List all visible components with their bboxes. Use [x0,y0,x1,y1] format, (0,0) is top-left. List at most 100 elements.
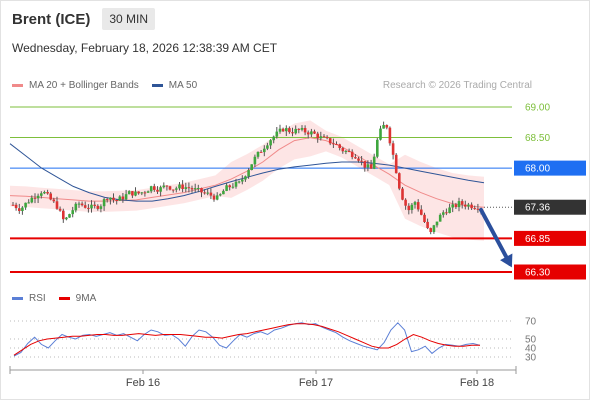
date-label-2: Feb 18 [460,377,494,389]
rsi-tick-40: 40 [525,344,537,355]
projection-arrow-shaft [479,207,512,266]
candle-body [445,212,448,214]
candle-body [451,204,454,208]
ma20-line [9,137,485,208]
candle-body [46,192,49,194]
candle-body [112,197,115,200]
candle-body [206,192,209,194]
candle-body [464,204,467,207]
legend-label-ma50: MA 50 [168,80,198,91]
candle-body [74,203,78,211]
candle-body [71,210,74,215]
candle-body [416,202,420,210]
candle-body [49,193,52,200]
candle-body [124,194,128,200]
legend-swatch-ma50 [151,84,163,87]
candle-body [272,136,275,141]
price-label-69.00: 69.00 [525,103,550,114]
candle-body [404,199,407,206]
candle-body [354,157,357,159]
candle-body [448,207,451,213]
candle-body [156,189,159,192]
candle-body [241,179,244,182]
candle-body [344,151,348,152]
candle-body [303,128,307,133]
candle-body [43,192,46,194]
candle-body [181,184,184,189]
candle-body [335,144,338,145]
candle-body [228,185,231,188]
timestamp: Wednesday, February 18, 2026 12:38:39 AM… [12,41,278,55]
candle-body [146,191,150,193]
candle-body [363,161,367,168]
rsi-tick-50: 50 [525,335,537,346]
candle-body [432,225,436,232]
candle-body [96,205,100,209]
legend-label-ma20: MA 20 + Bollinger Bands [29,80,139,91]
candle-body [165,185,169,187]
legend-swatch-9ma [58,297,70,300]
candle-body [410,204,414,210]
candle-body [357,158,360,161]
candle-body [175,188,178,190]
candle-body [407,205,411,211]
candle-body [203,192,206,194]
candle-body [187,187,191,189]
candle-body [253,156,257,165]
candle-body [222,190,225,195]
candle-body [316,133,319,139]
instrument-title: Brent (ICE) [12,10,91,28]
candle-body [379,128,382,140]
candle-body [24,202,27,208]
price-tag-68.00 [514,160,586,176]
bollinger-band [10,120,484,241]
candle-body [457,201,461,208]
candle-body [338,144,341,148]
candle-body [281,128,285,132]
candle-body [65,217,68,220]
candle-body [250,164,253,170]
candle-body [234,181,238,187]
candle-body [341,148,345,152]
candle-body [36,195,40,199]
candle-body [319,136,323,139]
candle-body [259,151,263,153]
candle-body [153,186,156,190]
candle-body [137,191,140,194]
candle-body [306,132,310,135]
candle-body [102,199,106,207]
candle-body [369,164,373,169]
candle-body [178,184,181,189]
candle-body [413,202,417,205]
candle-body [90,204,93,209]
candle-body [420,209,423,215]
candle-body [149,186,153,192]
candle-body [171,189,175,191]
candle-body [193,188,197,190]
candle-body [18,208,21,211]
candle-body [83,205,87,208]
candle-body [275,131,279,137]
candle-body [426,221,429,228]
timeframe-badge[interactable]: 30 MIN [102,8,156,30]
candle-body [322,136,326,138]
candle-body [470,204,473,209]
candle-body [225,185,228,191]
candle-body [285,128,288,132]
candle-body [80,203,84,206]
rsi-tick-70: 70 [525,317,537,328]
candle-body [294,128,297,134]
candle-body [394,154,398,174]
legend-item-ma20: MA 20 + Bollinger Bands [12,80,139,91]
candle-body [68,214,71,218]
legend-item-ma50: MA 50 [151,80,198,91]
candle-body [438,214,442,222]
price-label-68.00: 68.00 [525,164,550,175]
candle-body [328,138,332,144]
candle-body [325,136,329,139]
candle-body [388,127,392,144]
price-label-66.30: 66.30 [525,268,550,279]
candle-body [231,186,235,188]
candle-body [212,195,216,200]
